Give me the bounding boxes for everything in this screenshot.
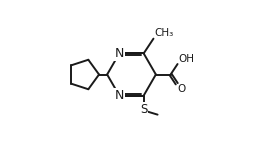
Text: N: N <box>114 47 124 60</box>
Text: CH₃: CH₃ <box>154 28 174 38</box>
Text: S: S <box>140 103 147 116</box>
Text: OH: OH <box>178 54 194 64</box>
Text: O: O <box>177 84 185 94</box>
Text: N: N <box>114 89 124 102</box>
